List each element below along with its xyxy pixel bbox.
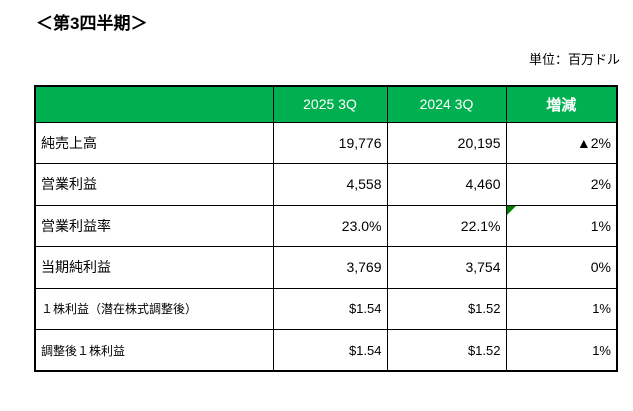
row-label: 調整後１株利益 <box>34 329 274 372</box>
table-row-net-income: 当期純利益 3,769 3,754 0% <box>34 246 618 289</box>
value-2025: $1.54 <box>272 329 388 372</box>
header-2024-3q: 2024 3Q <box>386 85 507 123</box>
value-2025: $1.54 <box>272 287 388 330</box>
table-row-net-sales: 純売上高 19,776 20,195 ▲2% <box>34 121 618 164</box>
value-2025: 23.0% <box>272 204 388 247</box>
header-change: 増減 <box>505 85 618 123</box>
value-change: 0% <box>505 246 618 289</box>
row-label: 当期純利益 <box>34 246 274 289</box>
table-row-operating-income: 営業利益 4,558 4,460 2% <box>34 163 618 206</box>
value-2025: 4,558 <box>272 163 388 206</box>
value-2025: 3,769 <box>272 246 388 289</box>
value-2024: 20,195 <box>386 121 507 164</box>
value-2024: 3,754 <box>386 246 507 289</box>
row-label: １株利益（潜在株式調整後） <box>34 287 274 330</box>
table-row-operating-margin: 営業利益率 23.0% 22.1% 1% <box>34 204 618 247</box>
value-2024: $1.52 <box>386 287 507 330</box>
value-change: 2% <box>505 163 618 206</box>
value-change: 1% <box>505 287 618 330</box>
value-2024: $1.52 <box>386 329 507 372</box>
row-label: 純売上高 <box>34 121 274 164</box>
value-change: 1% <box>505 329 618 372</box>
value-2024: 4,460 <box>386 163 507 206</box>
row-label: 営業利益 <box>34 163 274 206</box>
value-change-text: 1% <box>590 217 611 234</box>
value-change: 1% <box>505 204 618 247</box>
cell-error-indicator-triangle <box>507 205 516 215</box>
value-2025: 19,776 <box>272 121 388 164</box>
table-row-diluted-eps: １株利益（潜在株式調整後） $1.54 $1.52 1% <box>34 287 618 330</box>
value-2024: 22.1% <box>386 204 507 247</box>
header-blank-cell <box>34 85 274 123</box>
row-label: 営業利益率 <box>34 204 274 247</box>
value-change: ▲2% <box>505 121 618 164</box>
quarter-results-table: 2025 3Q 2024 3Q 増減 純売上高 19,776 20,195 ▲2… <box>34 85 618 372</box>
table-row-adjusted-eps: 調整後１株利益 $1.54 $1.52 1% <box>34 329 618 372</box>
header-2025-3q: 2025 3Q <box>272 85 388 123</box>
header-row: 2025 3Q 2024 3Q 増減 <box>34 85 618 123</box>
page-title: ＜第3四半期＞ <box>36 14 148 33</box>
unit-label: 単位：百万ドル <box>528 52 620 67</box>
